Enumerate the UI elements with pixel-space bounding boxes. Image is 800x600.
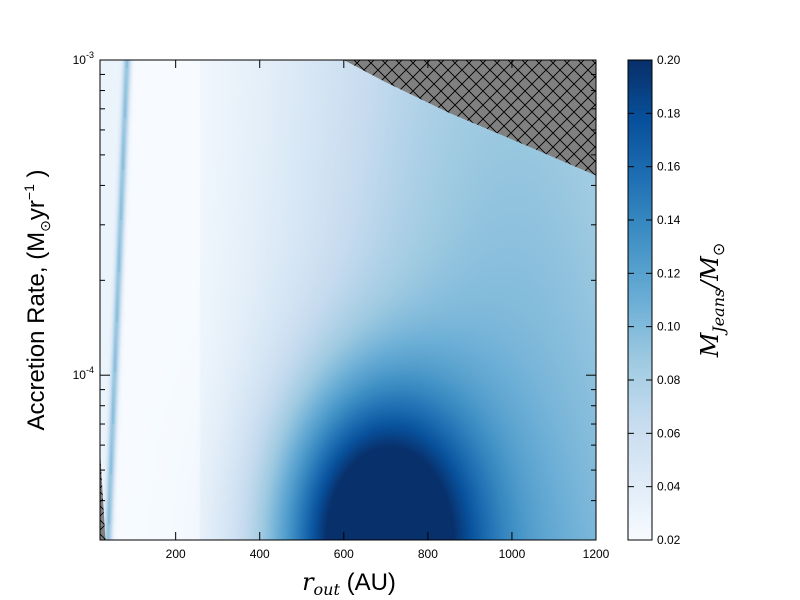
colorbar-tick-label: 0.04 bbox=[657, 480, 681, 494]
x-tick-label: 400 bbox=[250, 547, 270, 561]
plot-area: 200 400 600 800 1000 1200 10-4 10-3 bbox=[73, 50, 610, 561]
colorbar-gradient bbox=[628, 60, 652, 540]
colorbar-title: MJeans/M⊙ bbox=[696, 243, 728, 359]
y-axis-ticks: 10-4 10-3 bbox=[73, 50, 596, 541]
colorbar-ticks: 0.02 0.04 0.06 0.08 0.10 0.12 0.14 0.16 0.18 0.20 bbox=[628, 53, 681, 547]
y-axis-title: Accretion Rate, (M⊙yr−1 ) bbox=[21, 169, 53, 430]
x-tick-label: 1200 bbox=[583, 547, 610, 561]
colorbar-tick-label: 0.20 bbox=[657, 53, 681, 67]
y-tick-label: 10-3 bbox=[73, 50, 94, 67]
x-tick-label: 1000 bbox=[499, 547, 526, 561]
x-tick-label: 800 bbox=[418, 547, 438, 561]
colorbar-tick-label: 0.08 bbox=[657, 373, 681, 387]
colorbar-tick-label: 0.06 bbox=[657, 426, 681, 440]
colorbar-frame bbox=[627, 59, 653, 541]
colorbar-tick-label: 0.16 bbox=[657, 160, 681, 174]
colorbar-tick-label: 0.12 bbox=[657, 266, 681, 280]
x-axis-ticks: 200 400 600 800 1000 1200 bbox=[166, 60, 610, 561]
masked-region-lower-left bbox=[100, 449, 106, 540]
colorbar-tick-label: 0.14 bbox=[657, 213, 681, 227]
plot-frame bbox=[99, 59, 597, 541]
x-tick-label: 600 bbox=[334, 547, 354, 561]
x-tick-label: 200 bbox=[166, 547, 186, 561]
colorbar-tick-label: 0.10 bbox=[657, 320, 681, 334]
masked-region-upper-right bbox=[343, 60, 596, 176]
x-axis-title: rout (AU) bbox=[302, 568, 396, 599]
heatmap-image bbox=[100, 60, 596, 540]
colorbar-tick-label: 0.02 bbox=[657, 533, 681, 547]
colorbar-tick-label: 0.18 bbox=[657, 106, 681, 120]
colorbar: 0.02 0.04 0.06 0.08 0.10 0.12 0.14 0.16 0.18 0.20… bbox=[627, 53, 728, 547]
y-tick-label: 10-4 bbox=[73, 365, 94, 382]
